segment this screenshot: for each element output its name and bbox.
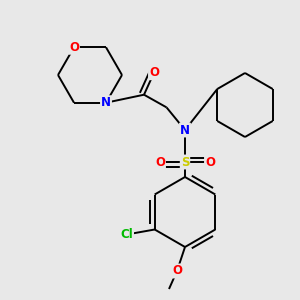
Text: S: S bbox=[181, 155, 189, 169]
Text: O: O bbox=[172, 265, 182, 278]
Text: O: O bbox=[69, 41, 79, 54]
Text: O: O bbox=[149, 66, 159, 79]
Text: N: N bbox=[180, 124, 190, 136]
Text: O: O bbox=[155, 155, 165, 169]
Text: O: O bbox=[205, 155, 215, 169]
Text: Cl: Cl bbox=[120, 228, 133, 241]
Text: N: N bbox=[101, 96, 111, 109]
